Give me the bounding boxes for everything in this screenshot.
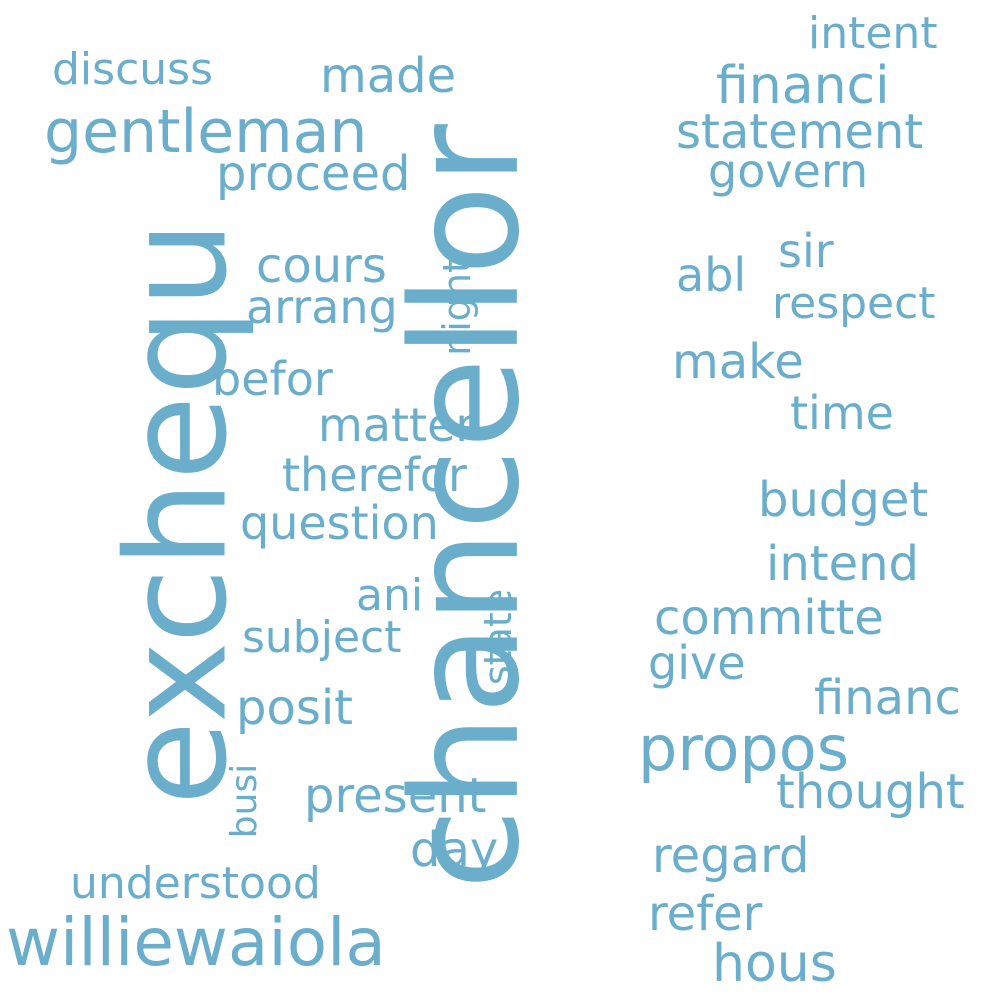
word-thought: thought [776, 764, 965, 820]
word-therefor: therefor [282, 448, 467, 502]
word-matter: matter [318, 398, 475, 452]
word-busi: busi [224, 763, 266, 839]
word-make: make [672, 334, 804, 390]
word-regard: regard [652, 828, 810, 884]
word-sir: sir [778, 224, 834, 278]
word-subject: subject [242, 612, 402, 663]
word-state: state [476, 588, 521, 686]
word-abl: abl [676, 248, 747, 302]
word-statement: statement [676, 104, 924, 160]
word-financ: financ [814, 670, 961, 726]
word-proceed: proceed [216, 146, 411, 202]
word-befor: befor [212, 352, 333, 406]
word-committe: committe [654, 590, 884, 646]
word-question: question [240, 496, 439, 550]
word-exchequ: exchequ [96, 220, 258, 806]
word-night: night [434, 258, 479, 356]
word-budget: budget [758, 472, 929, 528]
word-respect: respect [772, 278, 936, 329]
word-ani: ani [356, 570, 424, 621]
word-posit: posit [236, 680, 353, 736]
word-financi: financi [716, 56, 890, 116]
word-intent: intent [808, 8, 938, 59]
word-time: time [790, 386, 894, 440]
word-discuss: discuss [52, 44, 214, 95]
word-propos: propos [638, 712, 850, 785]
word-gentleman: gentleman [44, 97, 368, 167]
word-refer: refer [648, 886, 763, 942]
word-govern: govern [708, 144, 869, 198]
word-day: day [410, 822, 499, 878]
word-present: present [304, 768, 487, 824]
word-intend: intend [766, 536, 919, 592]
word-give: give [648, 636, 746, 690]
word-hous: hous [712, 934, 837, 994]
word-arrang: arrang [246, 280, 398, 334]
word-williewaiola: williewaiola [6, 904, 386, 981]
word-made: made [320, 48, 457, 104]
word-understood: understood [70, 858, 321, 909]
word-cours: cours [256, 238, 387, 294]
